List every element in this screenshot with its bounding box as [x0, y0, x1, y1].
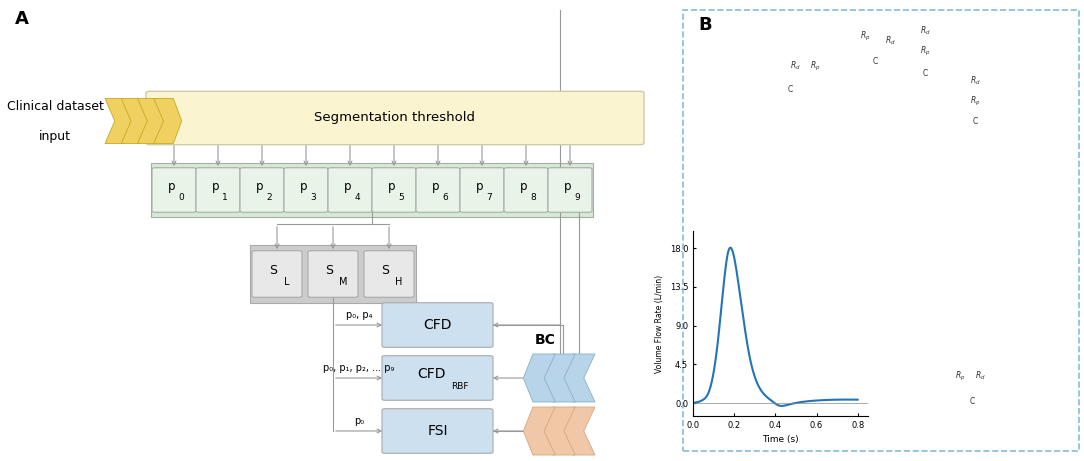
Text: BC: BC: [534, 333, 555, 347]
Polygon shape: [543, 354, 576, 402]
Text: Clinical dataset: Clinical dataset: [7, 100, 103, 112]
Polygon shape: [524, 354, 555, 402]
FancyBboxPatch shape: [382, 409, 493, 453]
Text: L: L: [284, 277, 289, 287]
Text: RBF: RBF: [451, 382, 468, 390]
Text: FSI: FSI: [427, 424, 448, 438]
Text: input: input: [39, 130, 70, 142]
Text: 5: 5: [398, 193, 404, 201]
Text: p: p: [345, 179, 351, 193]
Text: CFD: CFD: [417, 367, 446, 381]
Text: p₀: p₀: [354, 416, 364, 426]
Text: C: C: [873, 57, 878, 65]
FancyBboxPatch shape: [196, 168, 240, 212]
Text: M: M: [339, 277, 347, 287]
FancyBboxPatch shape: [146, 91, 644, 145]
Text: S: S: [380, 264, 389, 277]
Text: A: A: [15, 10, 29, 28]
Text: 4: 4: [354, 193, 360, 201]
Polygon shape: [524, 407, 555, 455]
Text: 6: 6: [442, 193, 448, 201]
Text: $R_p$: $R_p$: [860, 30, 870, 42]
Y-axis label: Volume Flow Rate (L/min): Volume Flow Rate (L/min): [655, 274, 664, 372]
Text: p: p: [168, 179, 176, 193]
X-axis label: Time (s): Time (s): [762, 436, 799, 444]
Text: $R_p$: $R_p$: [810, 59, 821, 72]
Text: $R_d$: $R_d$: [885, 35, 895, 47]
FancyBboxPatch shape: [504, 168, 549, 212]
FancyBboxPatch shape: [250, 245, 416, 303]
Text: $R_p$: $R_p$: [919, 44, 930, 58]
Text: 2: 2: [267, 193, 272, 201]
Text: Segmentation threshold: Segmentation threshold: [314, 112, 476, 124]
Text: p: p: [256, 179, 263, 193]
FancyBboxPatch shape: [328, 168, 372, 212]
FancyBboxPatch shape: [151, 163, 593, 217]
Text: p: p: [388, 179, 396, 193]
Text: $R_d$: $R_d$: [789, 60, 800, 72]
FancyBboxPatch shape: [240, 168, 284, 212]
FancyBboxPatch shape: [308, 251, 358, 297]
Text: C: C: [972, 117, 978, 125]
Polygon shape: [543, 407, 576, 455]
FancyBboxPatch shape: [382, 303, 493, 347]
Text: $R_d$: $R_d$: [919, 25, 930, 37]
FancyBboxPatch shape: [382, 356, 493, 400]
Text: S: S: [269, 264, 278, 277]
Text: 8: 8: [530, 193, 535, 201]
Text: CFD: CFD: [423, 318, 452, 332]
Text: 1: 1: [222, 193, 228, 201]
Polygon shape: [121, 99, 150, 143]
FancyBboxPatch shape: [251, 251, 302, 297]
Text: $R_p$: $R_p$: [970, 95, 980, 107]
FancyBboxPatch shape: [284, 168, 328, 212]
Text: MP: MP: [533, 386, 557, 400]
Polygon shape: [154, 99, 182, 143]
Text: $R_d$: $R_d$: [969, 75, 980, 87]
Text: B: B: [698, 16, 711, 34]
Text: p₀, p₄: p₀, p₄: [346, 310, 372, 320]
Text: 3: 3: [310, 193, 315, 201]
Text: C: C: [787, 84, 792, 94]
Text: p: p: [565, 179, 571, 193]
Text: S: S: [325, 264, 333, 277]
Text: p: p: [212, 179, 220, 193]
Text: p₀, p₁, p₂, ... p₉: p₀, p₁, p₂, ... p₉: [323, 363, 395, 373]
Text: p: p: [476, 179, 483, 193]
FancyBboxPatch shape: [152, 168, 196, 212]
Text: $R_p$: $R_p$: [955, 369, 965, 383]
Polygon shape: [138, 99, 166, 143]
Text: p: p: [300, 179, 308, 193]
Text: $R_d$: $R_d$: [975, 370, 985, 382]
FancyBboxPatch shape: [416, 168, 460, 212]
Text: 9: 9: [575, 193, 580, 201]
FancyBboxPatch shape: [460, 168, 504, 212]
FancyBboxPatch shape: [549, 168, 592, 212]
Text: H: H: [396, 277, 402, 287]
FancyBboxPatch shape: [364, 251, 414, 297]
Text: 7: 7: [486, 193, 492, 201]
FancyBboxPatch shape: [372, 168, 416, 212]
Text: C: C: [922, 69, 928, 77]
Polygon shape: [563, 354, 595, 402]
Text: 0: 0: [178, 193, 184, 201]
Polygon shape: [563, 407, 595, 455]
Text: C: C: [969, 396, 975, 406]
Text: p: p: [520, 179, 528, 193]
Text: p: p: [433, 179, 440, 193]
Polygon shape: [105, 99, 133, 143]
